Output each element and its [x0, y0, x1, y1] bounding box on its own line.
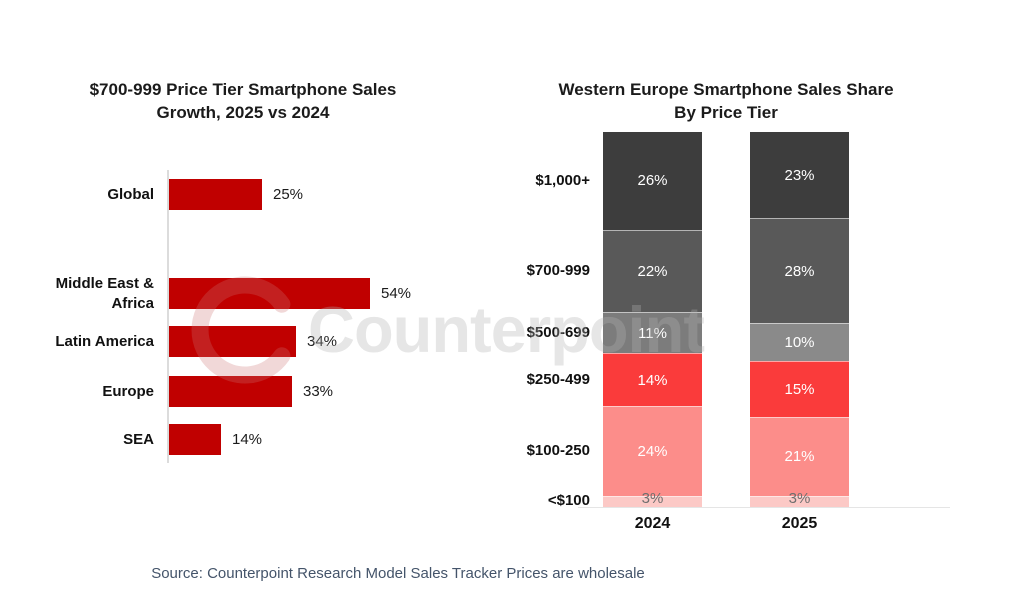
year-label-2025: 2025 [781, 515, 818, 532]
growth-chart-title: $700-999 Price Tier Smartphone Sales Gro… [60, 78, 426, 124]
segment-value-2025-700-999: 28% [784, 262, 815, 280]
category-label-middle-east-africa: Middle East & Africa [55, 274, 154, 312]
segment-2025-100-250: 21% [750, 417, 849, 496]
segment-value-2024-250-499: 14% [637, 371, 668, 389]
share-chart-title-line1: Western Europe Smartphone Sales Share [558, 80, 894, 99]
bar-europe [169, 376, 292, 407]
bar-global [169, 179, 262, 210]
segment-value-2024-1-000: 26% [637, 172, 668, 190]
segment-2024-500-699: 11% [603, 312, 702, 354]
segment-value-2025-250-499: 15% [784, 380, 815, 398]
category-label-latin-america: Latin America [55, 332, 154, 350]
segment-value-2024-700-999: 22% [637, 262, 668, 280]
segment-value-2025-1-000: 23% [784, 166, 815, 184]
bar-sea [169, 424, 221, 455]
category-label-global: Global [107, 185, 154, 203]
tier-label-500-699: $500-699 [526, 324, 590, 341]
value-label-sea: 14% [232, 431, 263, 448]
category-label-europe: Europe [102, 382, 154, 400]
growth-chart-title-line2: Growth, 2025 vs 2024 [156, 103, 330, 122]
value-label-global: 25% [273, 186, 304, 203]
segment-2025-1-000: 23% [750, 132, 849, 219]
share-chart-title-line2: By Price Tier [674, 103, 778, 122]
share-chart-title: Western Europe Smartphone Sales Share By… [540, 78, 912, 124]
bar-middle-east-africa [169, 278, 370, 309]
share-chart-baseline [578, 507, 950, 508]
segment-value-2025-500-699: 10% [784, 334, 815, 351]
segment-value-2024-500-699: 11% [638, 324, 667, 342]
value-label-latin-america: 34% [307, 333, 338, 350]
tier-label-1-000: $1,000+ [535, 172, 590, 189]
bar-latin-america [169, 326, 296, 357]
segment-2025-700-999: 28% [750, 218, 849, 324]
value-label-europe: 33% [303, 383, 334, 400]
segment-2024-1-000: 26% [603, 132, 702, 230]
category-label-sea: SEA [123, 430, 154, 448]
segment-2024-100-250: 24% [603, 405, 702, 496]
growth-chart-y-axis-line [167, 170, 169, 463]
segment-2024-700-999: 22% [603, 229, 702, 312]
segment-2025-250-499: 15% [750, 360, 849, 417]
tier-label-250-499: $250-499 [526, 371, 590, 388]
stacked-column-2024: 26% 22% 11% 14% 24% 3% [603, 132, 702, 507]
source-note: Source: Counterpoint Research Model Sale… [151, 565, 645, 582]
segment-2024-100: 3% [603, 490, 702, 508]
stacked-column-2025: 23% 28% 10% 15% 21% 3% [750, 132, 849, 507]
segment-value-2025-100-250: 21% [784, 448, 815, 466]
tier-label-700-999: $700-999 [526, 262, 590, 279]
value-label-middle-east-africa: 54% [381, 285, 412, 302]
segment-2025-100: 3% [750, 490, 849, 508]
growth-chart-title-line1: $700-999 Price Tier Smartphone Sales [89, 80, 397, 99]
segment-2025-500-699: 10% [750, 323, 849, 361]
segment-value-2024-100-250: 24% [637, 442, 668, 460]
tier-label-100-250: $100-250 [526, 442, 590, 459]
tier-label-100: <$100 [547, 492, 590, 509]
segment-2024-250-499: 14% [603, 353, 702, 406]
year-label-2024: 2024 [634, 515, 671, 532]
segment-value-2025-100: 3% [788, 490, 811, 508]
segment-value-2024-100: 3% [641, 490, 664, 508]
